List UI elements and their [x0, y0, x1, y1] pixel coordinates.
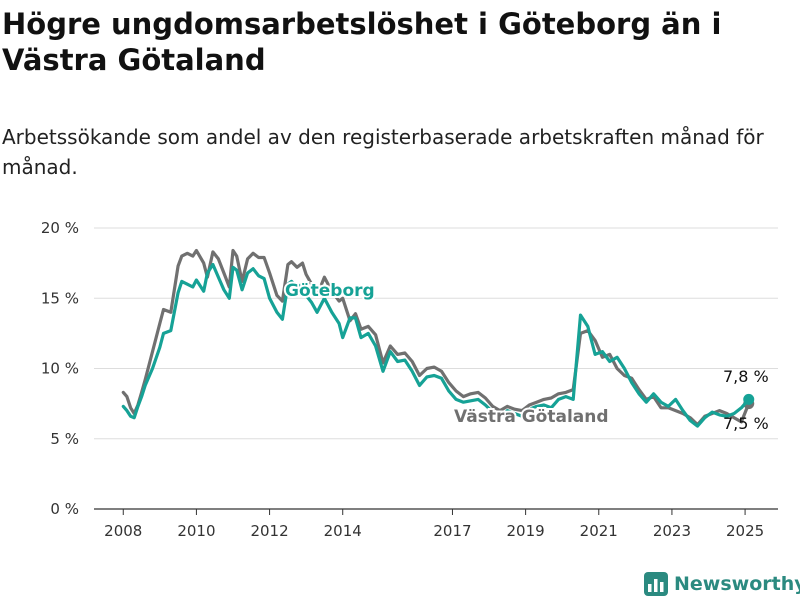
x-tick-label: 2017: [433, 522, 471, 540]
x-tick-label: 2025: [726, 522, 764, 540]
x-tick-label: 2012: [250, 522, 288, 540]
vastra-gotaland-end-value: 7,5 %: [723, 414, 769, 433]
y-tick-label: 20 %: [41, 219, 79, 237]
chart-subtitle: Arbetssökande som andel av den registerb…: [2, 125, 764, 179]
brand-name: Newsworthy: [674, 573, 800, 595]
x-tick-label: 2008: [104, 522, 142, 540]
bar-chart-icon: [644, 572, 668, 596]
series-lines: [121, 248, 755, 428]
x-tick-label: 2014: [324, 522, 362, 540]
x-tick-label: 2023: [653, 522, 691, 540]
y-tick-label: 10 %: [41, 360, 79, 378]
y-tick-label: 15 %: [41, 289, 79, 307]
x-tick-label: 2019: [507, 522, 545, 540]
line-chart: 0 %5 %10 %15 %20 % 2008 2010 2012 2014 2017 2…: [41, 219, 778, 540]
x-tick-label: 2021: [580, 522, 618, 540]
y-tick-label: 0 %: [50, 500, 79, 518]
goteborg-end-value: 7,8 %: [723, 367, 769, 386]
goteborg-series-label: Göteborg: [285, 281, 375, 301]
y-tick-label: 5 %: [50, 430, 79, 448]
y-gridlines: [94, 227, 778, 440]
newsworthy-logo: Newsworthy: [644, 570, 800, 598]
series-labels: Västra Götaland Göteborg 7,5 % 7,8 %: [283, 279, 769, 433]
vastra-gotaland-series-label: Västra Götaland: [454, 407, 609, 427]
x-axis-ticks: 2008 2010 2012 2014 2017 2019 2021 2023 2025: [104, 509, 764, 540]
y-axis-tick-labels: 0 % 5 % 10 % 15 % 20 %: [41, 219, 79, 518]
goteborg-line: [121, 262, 751, 428]
x-tick-label: 2010: [177, 522, 215, 540]
chart-title: Högre ungdomsarbetslöshet i Göteborg än …: [2, 7, 722, 77]
goteborg-end-point: [743, 393, 755, 405]
